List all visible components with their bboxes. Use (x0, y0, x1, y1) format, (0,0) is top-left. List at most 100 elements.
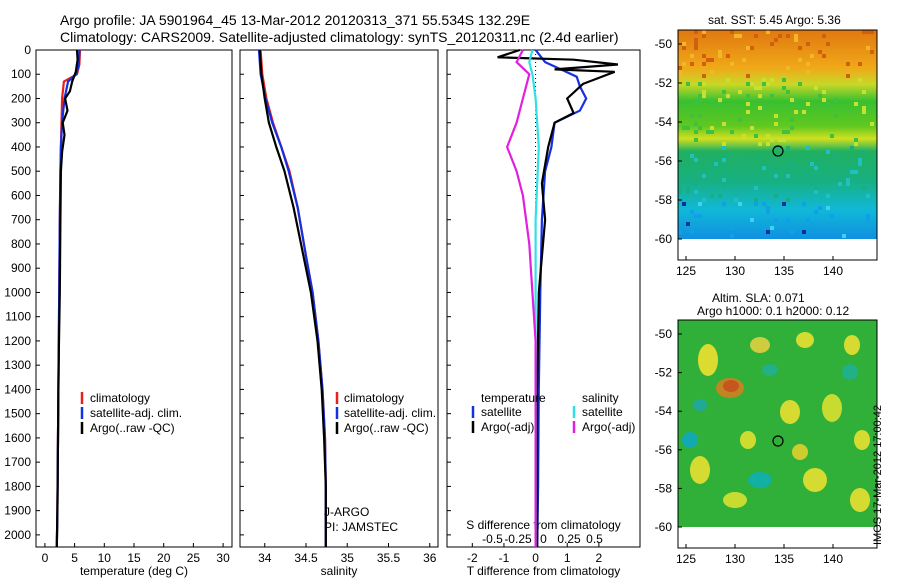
sst-pixel (846, 166, 850, 170)
legend-satellite-adj-2: satellite-adj. clim. (344, 406, 436, 420)
sst-pixel (686, 186, 690, 190)
sst-pixel (826, 206, 830, 210)
x-tick-label: 0 (42, 551, 49, 565)
sla-map: Altim. SLA: 0.071 Argo h1000: 0.1 h2000:… (655, 291, 878, 566)
sst-pixel (858, 158, 862, 162)
s-tick-label: 0 (540, 532, 547, 546)
sst-pixel (738, 202, 742, 206)
sst-pixel (778, 146, 782, 150)
sst-pixel (814, 190, 818, 194)
sla-map-frame (677, 319, 878, 549)
sst-pixel (678, 74, 682, 78)
sst-pixel (726, 78, 730, 82)
sst-pixel (730, 30, 734, 34)
sst-pixel (698, 82, 702, 86)
legend-t-satellite: satellite (481, 405, 522, 419)
sst-pixel (746, 94, 750, 98)
sst-pixel (690, 230, 694, 234)
sst-pixel (806, 62, 810, 66)
difference-panel (446, 49, 641, 548)
sst-pixel (766, 206, 770, 210)
sst-pixel (766, 142, 770, 146)
sst-pixel (774, 38, 778, 42)
sst-pixel (746, 102, 750, 106)
depth-tick-label: 1700 (4, 455, 31, 469)
sst-pixel (718, 194, 722, 198)
difference-legend: temperature salinity satellite Argo(-adj… (471, 391, 635, 434)
lat-tick-label: -50 (655, 37, 673, 51)
sst-pixel (790, 118, 794, 122)
sst-pixel (738, 158, 742, 162)
x-tick-label: 34 (258, 551, 272, 565)
sst-pixel (766, 134, 770, 138)
x-tick-label: 35 (341, 551, 355, 565)
sst-pixel (810, 182, 814, 186)
sst-pixel (702, 62, 706, 66)
sst-pixel (702, 198, 706, 202)
sst-pixel (714, 162, 718, 166)
sst-pixel (694, 214, 698, 218)
sla-anomaly-blob (740, 431, 756, 449)
sst-pixel (846, 74, 850, 78)
sst-pixel (790, 166, 794, 170)
depth-tick-label: 1500 (4, 407, 31, 421)
lat-tick-label: -58 (655, 481, 673, 495)
sst-pixel (846, 182, 850, 186)
sla-map-title-2: Argo h1000: 0.1 h2000: 0.12 (697, 304, 849, 318)
sst-pixel (694, 182, 698, 186)
depth-tick-label: 1300 (4, 358, 31, 372)
sst-pixel (794, 34, 798, 38)
sst-pixel (694, 138, 698, 142)
sst-pixel (830, 134, 834, 138)
sst-pixel (834, 98, 838, 102)
sla-anomaly-blob (723, 492, 747, 508)
lat-tick-label: -52 (655, 366, 673, 380)
jargo-label: J-ARGO (324, 505, 369, 519)
sst-pixel (678, 70, 682, 74)
x-tick-label: 36 (423, 551, 437, 565)
sst-pixel (746, 110, 750, 114)
sst-pixel (862, 150, 866, 154)
sst-pixel (790, 98, 794, 102)
sst-pixel (802, 202, 806, 206)
sst-pixel (822, 98, 826, 102)
sst-pixel (710, 126, 714, 130)
sst-pixel (750, 82, 754, 86)
sst-pixel (722, 178, 726, 182)
sst-pixel (858, 62, 862, 66)
sst-pixel (702, 54, 706, 58)
sst-pixel (806, 42, 810, 46)
sst-pixel (758, 106, 762, 110)
sst-pixel (774, 174, 778, 178)
sst-pixel (786, 90, 790, 94)
sla-anomaly-blob (682, 432, 698, 448)
series-argo-raw-qc- (258, 49, 327, 547)
sst-pixel (754, 86, 758, 90)
sst-pixel (690, 62, 694, 66)
lat-tick-label: -52 (655, 76, 673, 90)
sla-anomaly-blob (750, 337, 770, 353)
sst-pixel (850, 170, 854, 174)
sst-pixel (750, 218, 754, 222)
sst-pixel (722, 158, 726, 162)
sst-pixel (682, 42, 686, 46)
sst-pixel (822, 90, 826, 94)
sst-pixel (806, 102, 810, 106)
sst-pixel (734, 34, 738, 38)
sst-pixel (822, 54, 826, 58)
lat-tick-label: -54 (655, 115, 673, 129)
sst-pixel (758, 142, 762, 146)
sst-pixel (786, 66, 790, 70)
sst-pixel (678, 66, 682, 70)
sst-pixel (814, 86, 818, 90)
s-axis-label: S difference from climatology (466, 518, 621, 532)
sst-pixel (678, 230, 682, 234)
lat-tick-label: -58 (655, 193, 673, 207)
sst-pixel (682, 126, 686, 130)
sst-pixel (714, 166, 718, 170)
x-tick-label: 25 (187, 551, 201, 565)
sst-pixel (690, 154, 694, 158)
sla-argo-location-marker (772, 435, 784, 447)
sst-pixel (790, 162, 794, 166)
sst-pixel (770, 94, 774, 98)
